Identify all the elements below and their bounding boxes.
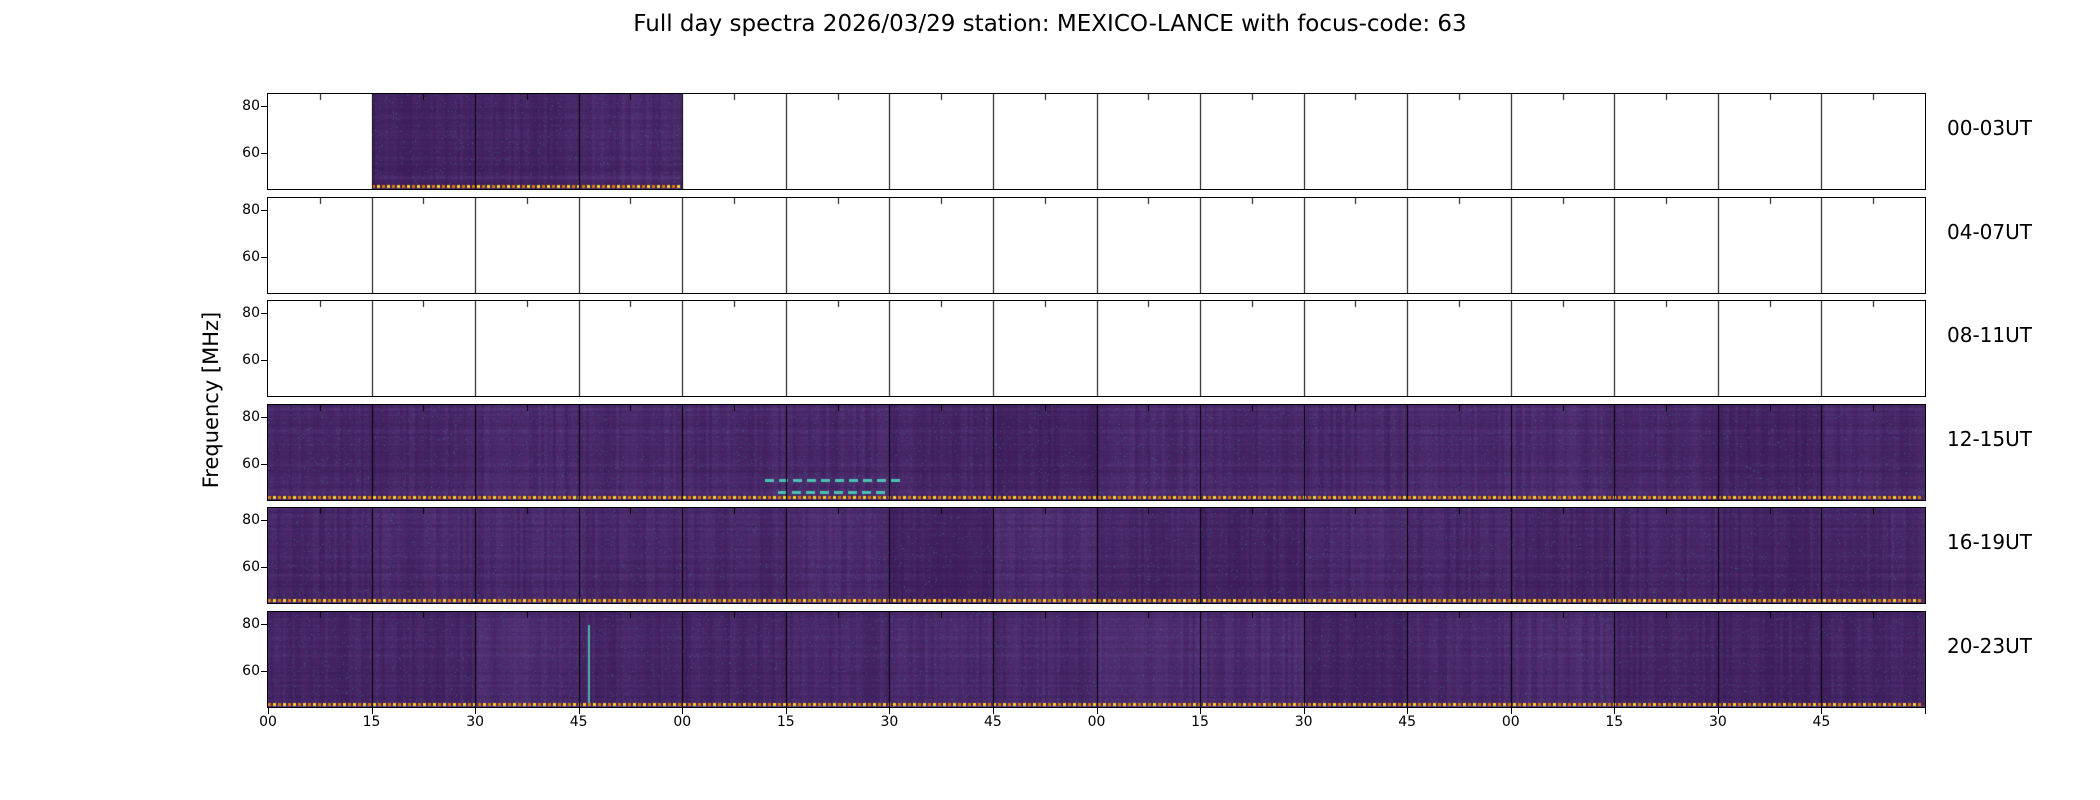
x-tick-label: 00	[1087, 714, 1106, 730]
row-label-20-23: 20-23UT	[1947, 634, 2032, 658]
spectrogram-canvas-16-19	[268, 508, 1925, 603]
row-label-04-07: 04-07UT	[1947, 220, 2032, 244]
y-tick-label-60: 60	[242, 249, 260, 266]
row-label-08-11: 08-11UT	[1947, 323, 2032, 347]
spectra-row-12-15: 80 60 12-15UT	[242, 404, 2032, 501]
y-tick-mark	[261, 567, 267, 568]
y-tick-mark	[261, 464, 267, 465]
y-tick-mark	[261, 417, 267, 418]
x-tick-label: 30	[466, 714, 485, 730]
spectrogram-canvas-20-23	[268, 612, 1925, 707]
chart-title: Full day spectra 2026/03/29 station: MEX…	[633, 11, 1467, 37]
spectra-row-04-07: 80 60 04-07UT	[242, 197, 2032, 294]
y-tick-mark	[261, 153, 267, 154]
x-tick-mark	[475, 708, 476, 714]
y-tick-label-80: 80	[242, 97, 260, 114]
y-tick-label-80: 80	[242, 408, 260, 425]
spectrogram-canvas-04-07	[268, 198, 1925, 293]
row-label-12-15: 12-15UT	[1947, 427, 2032, 451]
row-label-00-03: 00-03UT	[1947, 116, 2032, 140]
y-tick-label-60: 60	[242, 456, 260, 473]
y-tick-mark	[261, 624, 267, 625]
x-tick-mark	[1304, 708, 1305, 714]
x-tick-mark	[1718, 708, 1719, 714]
x-tick-mark	[786, 708, 787, 714]
x-tick-mark	[1511, 708, 1512, 714]
x-tick-mark	[579, 708, 580, 714]
y-tick-mark	[261, 257, 267, 258]
y-tick-label-60: 60	[242, 145, 260, 162]
x-tick-label: 45	[984, 714, 1002, 730]
x-tick-mark	[682, 708, 683, 714]
x-tick-label: 15	[1191, 714, 1209, 730]
spectrogram-canvas-12-15	[268, 405, 1925, 500]
x-tick-label: 45	[569, 714, 588, 730]
y-tick-label-80: 80	[242, 615, 260, 632]
x-tick-mark	[1821, 708, 1822, 714]
spectrogram-canvas-08-11	[268, 301, 1925, 396]
x-tick-mark	[1925, 708, 1926, 714]
spectra-row-16-19: 80 60 16-19UT	[242, 507, 2032, 604]
x-tick-label: 15	[362, 714, 381, 730]
x-tick-label: 15	[776, 714, 795, 730]
x-tick-label: 45	[1812, 714, 1831, 730]
x-tick-mark	[1407, 708, 1408, 714]
x-tick-mark	[1097, 708, 1098, 714]
x-tick-label: 45	[1398, 714, 1417, 730]
x-tick-mark	[268, 708, 269, 714]
y-tick-mark	[261, 520, 267, 521]
y-tick-mark	[261, 313, 267, 314]
y-tick-mark	[261, 106, 267, 107]
spectra-row-08-11: 80 60 08-11UT	[242, 300, 2032, 397]
x-tick-mark	[1200, 708, 1201, 714]
y-tick-label-80: 80	[242, 201, 260, 218]
y-tick-label-80: 80	[242, 304, 260, 321]
spectra-row-00-03: 80 60 00-03UT	[242, 93, 2032, 190]
x-tick-label: 30	[880, 714, 899, 730]
row-label-16-19: 16-19UT	[1947, 530, 2032, 554]
y-tick-label-60: 60	[242, 352, 260, 369]
x-tick-mark	[1614, 708, 1615, 714]
y-tick-mark	[261, 210, 267, 211]
spectrogram-canvas-00-03	[268, 94, 1925, 189]
y-tick-mark	[261, 360, 267, 361]
x-tick-mark	[889, 708, 890, 714]
x-tick-label: 00	[673, 714, 692, 730]
x-tick-mark	[372, 708, 373, 714]
y-tick-label-60: 60	[242, 663, 260, 680]
x-tick-label: 30	[1708, 714, 1727, 730]
x-tick-label: 00	[1501, 714, 1520, 730]
x-tick-label: 15	[1605, 714, 1624, 730]
x-tick-label: 30	[1294, 714, 1313, 730]
spectra-row-20-23: 80 60 20-23UT	[242, 611, 2032, 708]
y-tick-label-80: 80	[242, 511, 260, 528]
y-tick-mark	[261, 671, 267, 672]
x-tick-mark	[993, 708, 994, 714]
x-tick-label: 00	[259, 714, 277, 730]
y-tick-label-60: 60	[242, 559, 260, 576]
